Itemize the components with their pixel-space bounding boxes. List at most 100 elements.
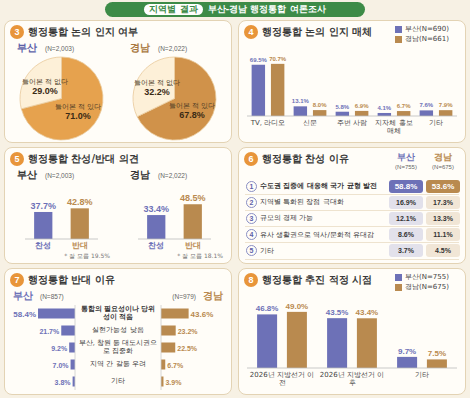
axis-line <box>75 305 76 390</box>
series-sample: (N=2,003) <box>45 170 74 181</box>
bar <box>161 326 176 336</box>
data-label: 7.0% <box>53 362 70 369</box>
row-label: 지역별 특화된 장점 극대화 <box>260 194 386 210</box>
value-text: 8.6% <box>389 228 423 241</box>
value-text: 13.3% <box>426 212 460 225</box>
category-label: 지자체 홍보매체 <box>373 119 415 135</box>
data-label: 7.6% <box>419 102 433 108</box>
data-label: 8.0% <box>313 102 327 108</box>
bar <box>34 212 52 239</box>
data-label: 23.2% <box>178 328 199 335</box>
slice-category: 들어본 적 없다 <box>134 79 180 87</box>
rank-badge: 5 <box>246 245 257 256</box>
row-divider <box>245 194 459 195</box>
note: * 잘 모름 18.1% <box>118 252 223 260</box>
bar <box>71 208 89 239</box>
panel-number: 6 <box>244 152 258 166</box>
panel-title: 행정통합 반대 이유 <box>28 273 115 287</box>
panel: 4행정통합 논의 인지 매체부산(N=690)경남(N=661)69.5%70.… <box>238 20 466 143</box>
panel-title: 행정통합 논의 인지 매체 <box>262 25 372 39</box>
chart-svg: 들어본 적 있다67.8%들어본 적 없다32.2% <box>118 55 231 142</box>
baseline <box>247 368 457 369</box>
category-label: 반대 <box>175 241 212 250</box>
data-label: 6.7% <box>397 103 411 109</box>
bars <box>257 312 447 368</box>
value-text: 4.5% <box>426 244 460 257</box>
rank-badge: 2 <box>246 197 257 208</box>
value-text: 12.1% <box>389 212 423 225</box>
column-sample: (N=675) <box>422 163 464 172</box>
bar <box>61 326 75 336</box>
bar <box>355 111 368 116</box>
panel: 3행정통합 논의 인지 여부부산(N=2,003)들어본 적 있다71.0%들어… <box>4 20 232 143</box>
bar <box>420 110 433 116</box>
data-label: 37.7% <box>30 201 56 211</box>
data-label: 7.5% <box>428 349 446 358</box>
data-label: 5.8% <box>335 104 349 110</box>
data-label: 22.5% <box>177 345 198 352</box>
bar <box>252 65 265 116</box>
panel: 7행정통합 반대 이유부산(N=857)경남(N=979)58.4%43.6%2… <box>4 268 232 395</box>
data-label: 43.5% <box>326 308 349 317</box>
bar <box>257 314 277 368</box>
panel-number: 4 <box>244 25 258 39</box>
baseline <box>25 239 98 240</box>
legend-swatch <box>395 36 402 43</box>
legend-label: 부산(N=690) <box>405 25 449 34</box>
data-label: 42.8% <box>67 197 93 207</box>
row-divider <box>245 242 459 243</box>
category-label: 기타 <box>387 371 457 379</box>
slice-category: 들어본 적 없다 <box>22 78 68 86</box>
data-label: 7.9% <box>439 102 453 108</box>
value-text: 16.9% <box>389 196 423 209</box>
rank-badge: 1 <box>246 181 257 192</box>
bar <box>147 215 165 239</box>
series-name: 부산 <box>17 42 37 54</box>
header-badge: 지역별 결과 <box>144 4 202 15</box>
bar <box>336 112 349 116</box>
bar <box>439 110 452 116</box>
column-name: 경남 <box>426 152 460 163</box>
series-name: 부산 <box>13 290 33 302</box>
slice-category: 들어본 적 있다 <box>169 102 215 110</box>
data-label: 3.9% <box>165 379 182 386</box>
panel: 6행정통합 찬성 이유부산(N=755)경남(N=675)1수도권 집중에 대응… <box>238 147 466 264</box>
data-label: 70.7% <box>269 56 287 62</box>
data-label: 4.1% <box>377 105 391 111</box>
category-label: 기타 <box>78 373 158 390</box>
row-label: 규모의 경제 가능 <box>260 210 386 226</box>
value-text: 11.1% <box>426 228 460 241</box>
bar <box>313 110 326 116</box>
series-sample: (N=857) <box>40 291 64 302</box>
value-text: 17.3% <box>426 196 460 209</box>
baseline <box>138 239 211 240</box>
category-label: 신문 <box>289 119 331 127</box>
row-divider <box>245 259 459 260</box>
slice-label: 67.8% <box>179 110 205 120</box>
category-label: 2026년 지방선거 이전 <box>247 371 317 387</box>
panel: 8행정통합 추진 적정 시점부산(N=755)경남(N=675)46.8%49.… <box>238 268 466 395</box>
legend-swatch <box>395 284 402 291</box>
row-divider <box>245 210 459 211</box>
category-label: 반대 <box>62 241 99 250</box>
baseline <box>247 116 457 117</box>
legend-swatch <box>395 274 402 281</box>
header-title: 부산-경남 행정통합 여론조사 <box>208 4 326 14</box>
data-label: 48.5% <box>180 193 206 203</box>
bar <box>161 309 189 319</box>
bar <box>71 360 75 370</box>
category-label: 기타 <box>415 119 457 127</box>
value-text: 58.8% <box>389 180 423 193</box>
series-name: 경남 <box>130 169 150 181</box>
column-sample: (N=755) <box>385 163 427 172</box>
data-label: 9.7% <box>398 347 416 356</box>
panel-number: 3 <box>10 25 24 39</box>
bar <box>397 111 410 116</box>
data-label: 6.9% <box>355 103 369 109</box>
series-name: 경남 <box>130 42 150 54</box>
category-label: 주변 사람 <box>331 119 373 127</box>
data-label: 6.7% <box>167 362 184 369</box>
data-label: 13.1% <box>292 98 310 104</box>
slice-label: 29.0% <box>32 86 58 96</box>
series-sample: (N=2,003) <box>45 43 74 54</box>
